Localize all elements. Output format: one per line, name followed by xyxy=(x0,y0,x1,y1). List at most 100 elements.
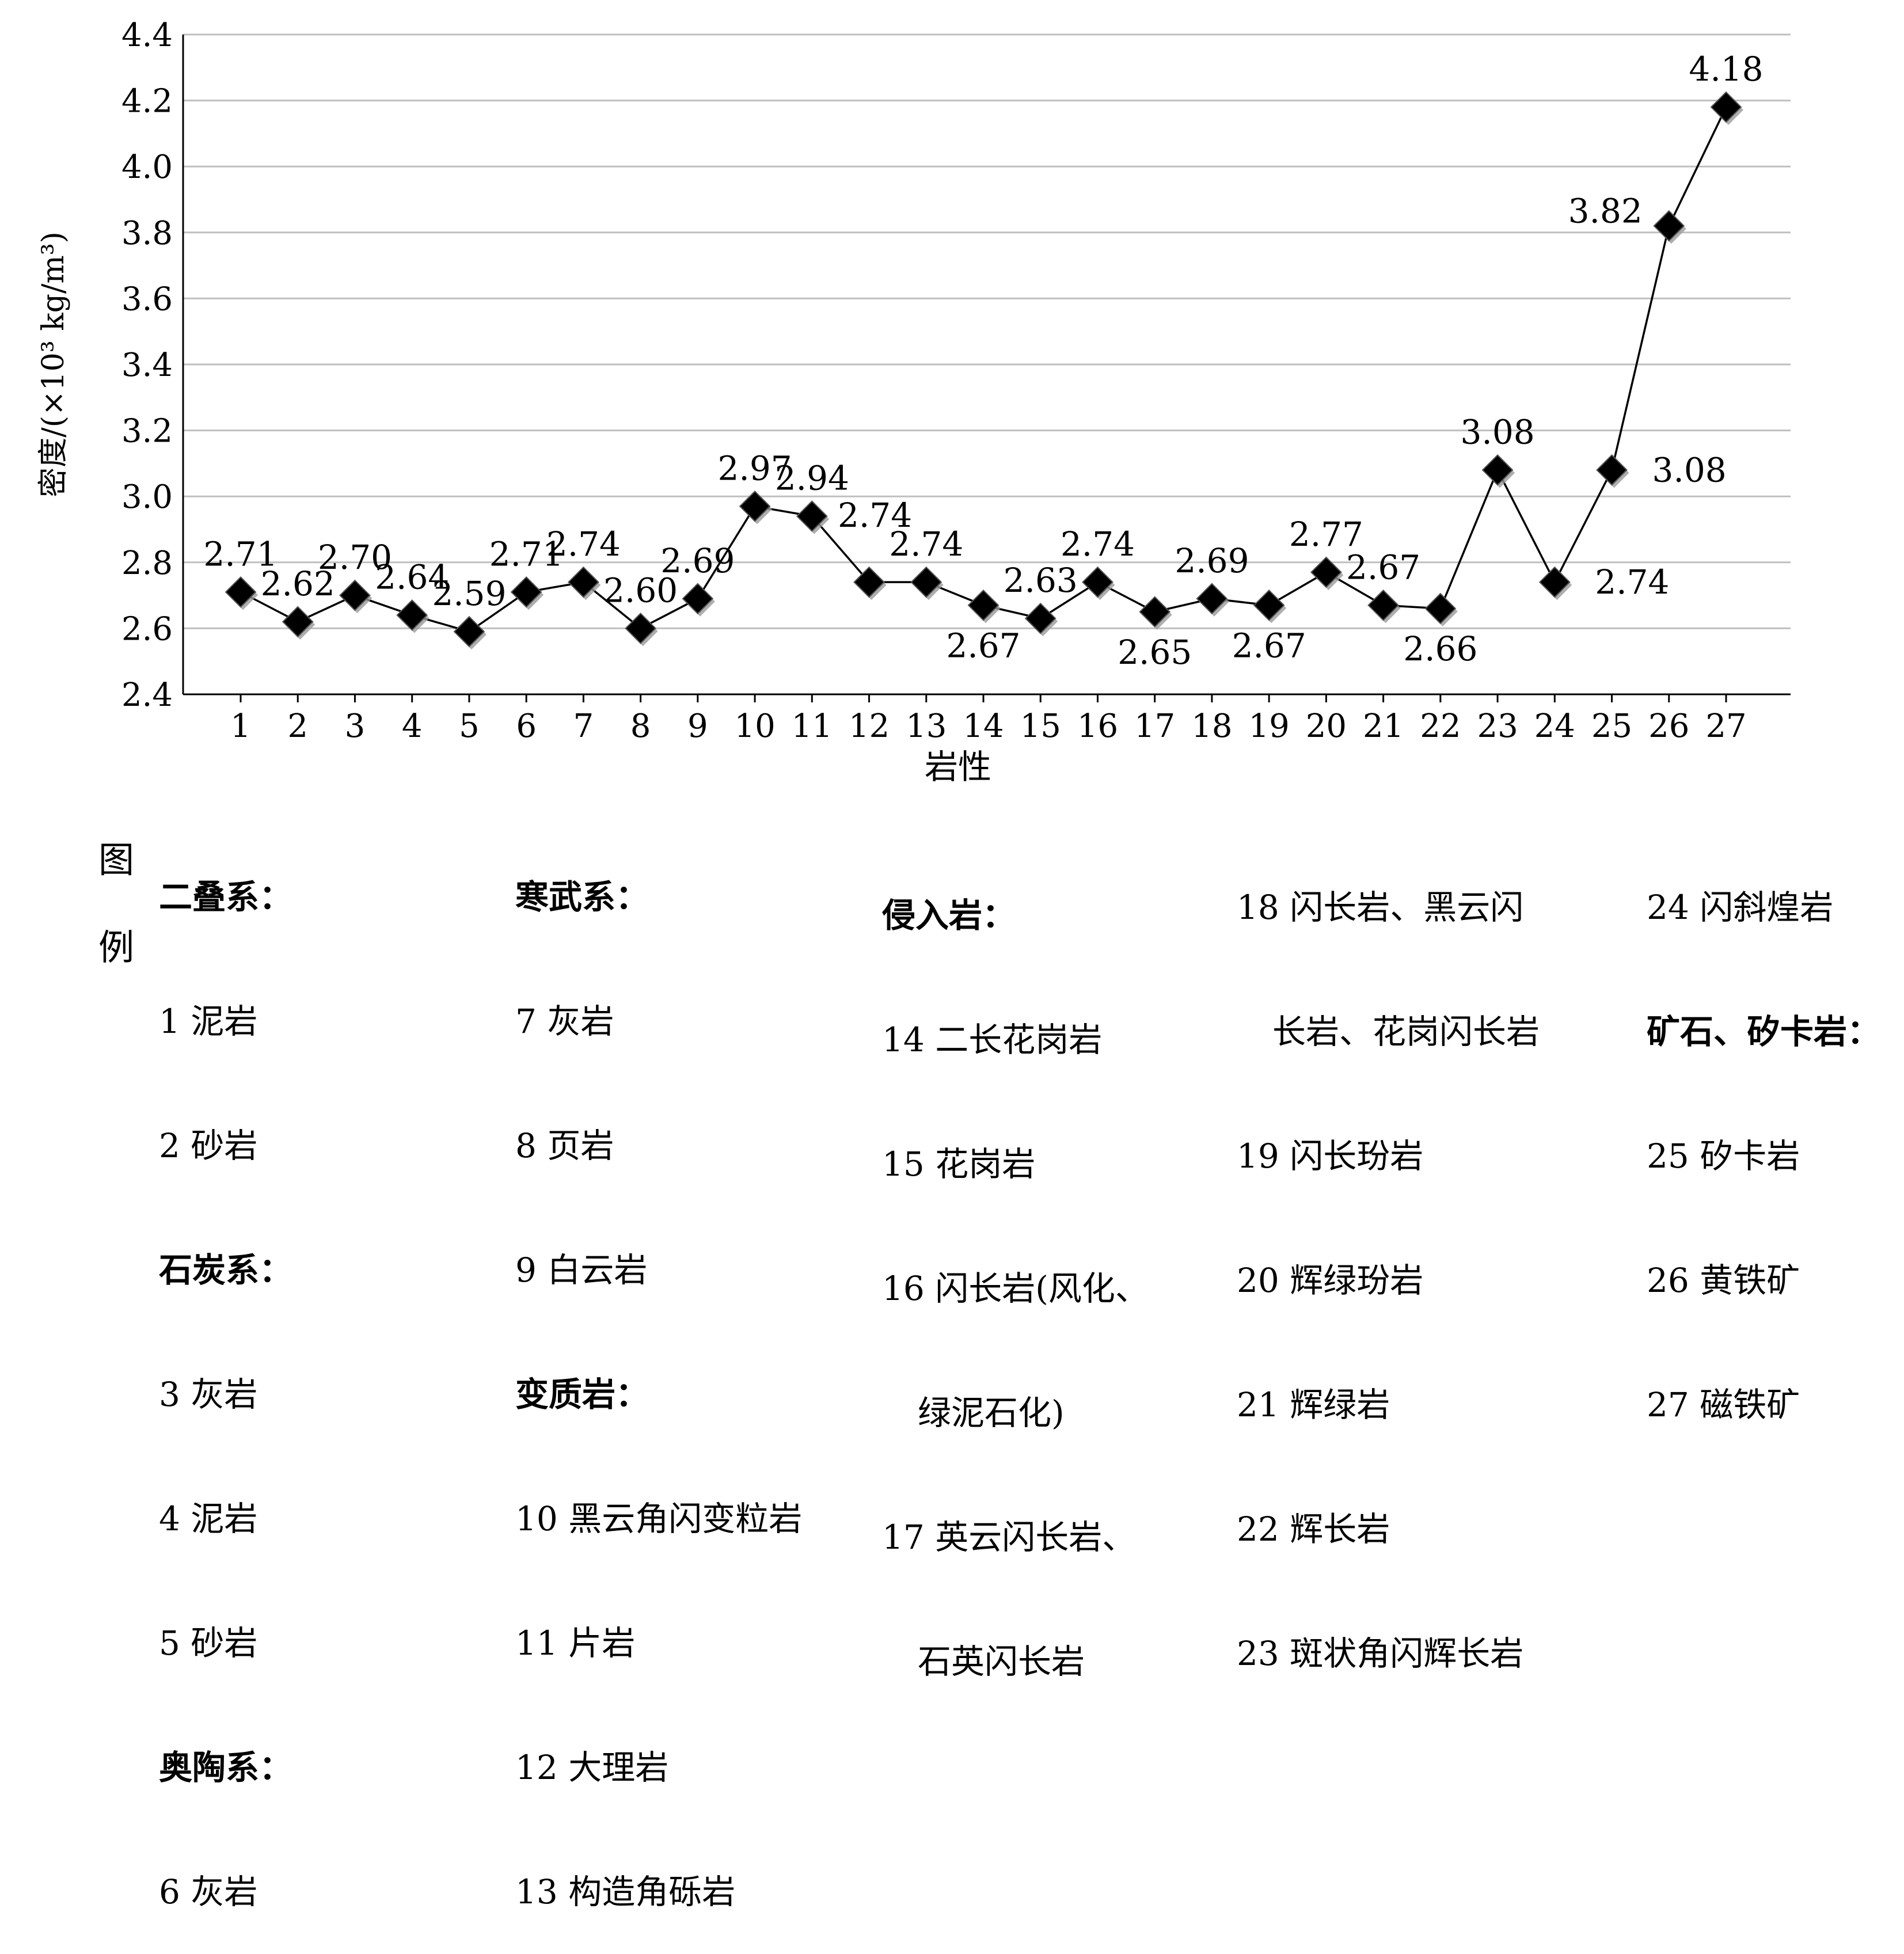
legend-item: 2 砂岩 xyxy=(159,1126,258,1165)
data-point xyxy=(1367,589,1400,621)
data-label: 3.08 xyxy=(1461,412,1535,451)
data-point xyxy=(1538,566,1571,598)
legend-title-char-2: 例 xyxy=(98,926,134,968)
y-tick-label: 4.0 xyxy=(121,149,173,186)
legend-item: 7 灰岩 xyxy=(515,1002,614,1041)
data-point xyxy=(1424,592,1457,625)
x-tick-label: 15 xyxy=(1020,708,1061,745)
y-tick-label: 4.4 xyxy=(121,17,173,54)
data-label: 2.71 xyxy=(203,534,278,573)
data-point xyxy=(567,566,599,598)
x-tick-label: 11 xyxy=(792,708,833,745)
x-tick-label: 26 xyxy=(1648,708,1689,745)
legend-group-header: 二叠系： xyxy=(159,877,293,917)
y-axis-title: 密度/(×10³ kg/m³) xyxy=(36,231,71,497)
legend-item: 17 英云闪长岩、 xyxy=(882,1518,1136,1557)
x-tick-label: 12 xyxy=(849,708,890,745)
legend-column-3: 侵入岩： 14 二长花岗岩 15 花岗岩 16 闪长岩(风化、 绿泥石化) 17… xyxy=(882,812,1149,1724)
legend-item: 15 花岗岩 xyxy=(882,1145,1036,1184)
legend-item: 10 黑云角闪变粒岩 xyxy=(515,1499,803,1538)
density-line-chart: 2.42.62.83.03.23.43.63.84.04.24.41 2 3 4 5 6 7… xyxy=(36,17,1791,786)
legend-item: 19 闪长玢岩 xyxy=(1237,1136,1424,1176)
y-tick-label: 4.2 xyxy=(121,83,173,120)
legend-item: 26 黄铁矿 xyxy=(1647,1261,1800,1300)
x-tick-label: 8 xyxy=(630,708,651,745)
legend-item: 8 页岩 xyxy=(515,1126,614,1165)
data-point xyxy=(1596,454,1628,486)
legend-group-header: 矿石、矽卡岩： xyxy=(1647,1012,1881,1051)
y-tick-label: 3.6 xyxy=(121,280,173,318)
legend-item-continuation: 长岩、花岗闪长岩 xyxy=(1272,1012,1540,1051)
x-tick-label: 14 xyxy=(963,708,1004,745)
data-point xyxy=(682,583,714,615)
data-point xyxy=(1196,583,1228,615)
series-line xyxy=(240,107,1727,633)
data-point xyxy=(282,606,314,638)
x-tick-label: 1 xyxy=(230,708,251,745)
x-tick-label: 25 xyxy=(1591,708,1632,745)
x-tick-label: 10 xyxy=(734,708,775,745)
data-point xyxy=(796,500,828,532)
y-tick-label: 2.8 xyxy=(121,545,173,582)
x-tick-label: 18 xyxy=(1191,708,1232,745)
legend-item: 24 闪斜煌岩 xyxy=(1647,888,1834,927)
x-tick-label: 7 xyxy=(573,708,594,745)
data-label: 2.74 xyxy=(838,496,912,535)
data-label: 4.18 xyxy=(1689,50,1763,89)
x-tick-label: 22 xyxy=(1420,708,1461,745)
data-label: 2.65 xyxy=(1118,633,1192,672)
legend-title: 图 例 xyxy=(93,816,139,991)
data-point xyxy=(396,599,428,631)
legend-group-header: 石炭系： xyxy=(159,1250,293,1290)
y-tick-label: 3.2 xyxy=(121,413,173,450)
legend-item-continuation: 绿泥石化) xyxy=(918,1393,1065,1432)
y-tick-label: 3.0 xyxy=(121,478,173,516)
x-tick-label: 20 xyxy=(1306,708,1347,745)
legend-item-continuation: 石英闪长岩 xyxy=(918,1642,1085,1681)
data-label: 2.59 xyxy=(432,574,506,613)
data-label: 3.82 xyxy=(1568,191,1643,230)
legend-item: 5 砂岩 xyxy=(159,1624,258,1663)
x-tick-label: 21 xyxy=(1363,708,1404,745)
data-point xyxy=(1139,596,1171,628)
data-label: 3.08 xyxy=(1652,450,1727,489)
x-tick-label: 17 xyxy=(1134,708,1175,745)
legend-item: 13 构造角砾岩 xyxy=(515,1872,736,1911)
legend-column-2: 寒武系： 7 灰岩 8 页岩 9 白云岩 变质岩： 10 黑云角闪变粒岩 11 … xyxy=(515,793,802,1954)
x-tick-label: 6 xyxy=(516,708,537,745)
data-label: 2.74 xyxy=(546,524,621,564)
data-label: 2.94 xyxy=(775,459,849,498)
legend-column-4: 18 闪长岩、黑云闪 长岩、花岗闪长岩 19 闪长玢岩 20 辉绿玢岩 21 辉… xyxy=(1237,804,1540,1716)
legend-item: 6 灰岩 xyxy=(159,1872,258,1911)
data-point xyxy=(1024,602,1056,634)
x-tick-label: 24 xyxy=(1534,708,1575,745)
x-tick-label: 9 xyxy=(687,708,708,745)
data-point xyxy=(1710,91,1742,123)
data-label: 2.63 xyxy=(1004,561,1078,600)
legend-item: 18 闪长岩、黑云闪 xyxy=(1237,888,1524,927)
legend-item: 11 片岩 xyxy=(515,1624,636,1663)
legend-item: 25 矽卡岩 xyxy=(1647,1136,1800,1176)
x-tick-label: 2 xyxy=(287,708,308,745)
y-tick-label: 2.4 xyxy=(121,676,173,714)
legend-group-header: 寒武系： xyxy=(515,877,649,917)
data-label: 2.74 xyxy=(1595,562,1669,602)
data-point xyxy=(739,490,771,522)
data-point xyxy=(967,589,999,621)
legend-item: 21 辉绿岩 xyxy=(1237,1385,1390,1424)
legend-item: 23 斑状角闪辉长岩 xyxy=(1237,1634,1524,1673)
x-tick-label: 4 xyxy=(402,708,423,745)
data-label: 2.66 xyxy=(1403,629,1477,668)
data-point xyxy=(853,566,885,598)
legend-item: 12 大理岩 xyxy=(515,1748,669,1787)
data-label: 2.70 xyxy=(318,538,392,577)
legend-item: 4 泥岩 xyxy=(159,1499,258,1538)
data-label: 2.77 xyxy=(1289,515,1363,554)
legend-item: 1 泥岩 xyxy=(159,1002,258,1041)
data-label: 2.67 xyxy=(1232,626,1306,665)
legend-item: 3 灰岩 xyxy=(159,1375,258,1414)
legend-item: 9 白云岩 xyxy=(515,1250,648,1290)
legend-item: 16 闪长岩(风化、 xyxy=(882,1269,1149,1308)
data-point xyxy=(453,615,485,648)
data-point xyxy=(339,579,371,611)
